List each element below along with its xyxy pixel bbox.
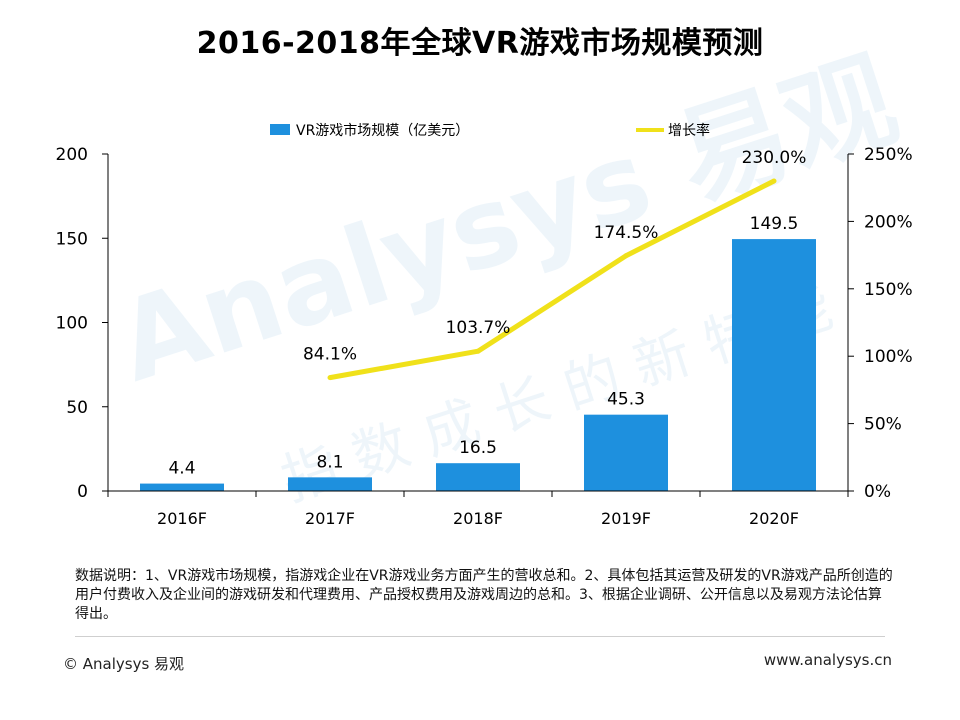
website-link[interactable]: www.analysys.cn <box>763 651 892 669</box>
bar-label-2016F: 4.4 <box>168 459 195 479</box>
copyright: © Analysys 易观 <box>63 655 185 673</box>
bar-label-2019F: 45.3 <box>607 390 645 410</box>
y-right-tick-label: 50% <box>864 415 902 435</box>
line-point-2018F <box>475 348 481 354</box>
line-label-2017F: 84.1% <box>303 345 357 365</box>
line-label-2019F: 174.5% <box>594 223 659 243</box>
y-right-tick-label: 200% <box>864 212 913 232</box>
line-point-2017F <box>327 375 333 381</box>
bar-2018F <box>436 463 520 491</box>
footer-divider <box>75 636 885 637</box>
x-tick-label-2017F: 2017F <box>305 509 355 528</box>
legend: VR游戏市场规模（亿美元） 增长率 <box>270 122 710 139</box>
x-tick-label-2018F: 2018F <box>453 509 503 528</box>
y-left-tick-label: 100 <box>56 314 88 334</box>
bar-2020F <box>732 239 816 491</box>
bar-label-2017F: 8.1 <box>316 452 343 472</box>
bar-2019F <box>584 414 668 491</box>
y-left-tick-label: 50 <box>66 398 88 418</box>
line-point-2020F <box>771 178 777 184</box>
line-label-2020F: 230.0% <box>742 148 807 168</box>
y-right-tick-label: 250% <box>864 145 913 165</box>
x-tick-label-2016F: 2016F <box>157 509 207 528</box>
y-left-tick-label: 0 <box>77 482 88 502</box>
y-right-tick-label: 150% <box>864 280 913 300</box>
y-right-tick-label: 100% <box>864 347 913 367</box>
x-tick-label-2019F: 2019F <box>601 509 651 528</box>
legend-bar-swatch <box>270 124 290 135</box>
data-note: 数据说明：1、VR游戏市场规模，指游戏企业在VR游戏业务方面产生的营收总和。2、… <box>75 568 893 622</box>
legend-line-label: 增长率 <box>668 122 710 139</box>
chart-title: 2016-2018年全球VR游戏市场规模预测 <box>196 26 764 61</box>
y-right-tick-label: 0% <box>864 482 891 502</box>
line-label-2018F: 103.7% <box>446 318 511 338</box>
bar-2016F <box>140 483 224 491</box>
bar-label-2020F: 149.5 <box>750 214 799 234</box>
legend-bar-label: VR游戏市场规模（亿美元） <box>296 122 469 139</box>
y-left-tick-label: 200 <box>56 145 88 165</box>
bar-2017F <box>288 477 372 491</box>
x-tick-label-2020F: 2020F <box>749 509 799 528</box>
line-point-2019F <box>623 253 629 259</box>
y-left-tick-label: 150 <box>56 229 88 249</box>
bar-label-2018F: 16.5 <box>459 438 497 458</box>
growth-rate-line <box>329 178 776 381</box>
